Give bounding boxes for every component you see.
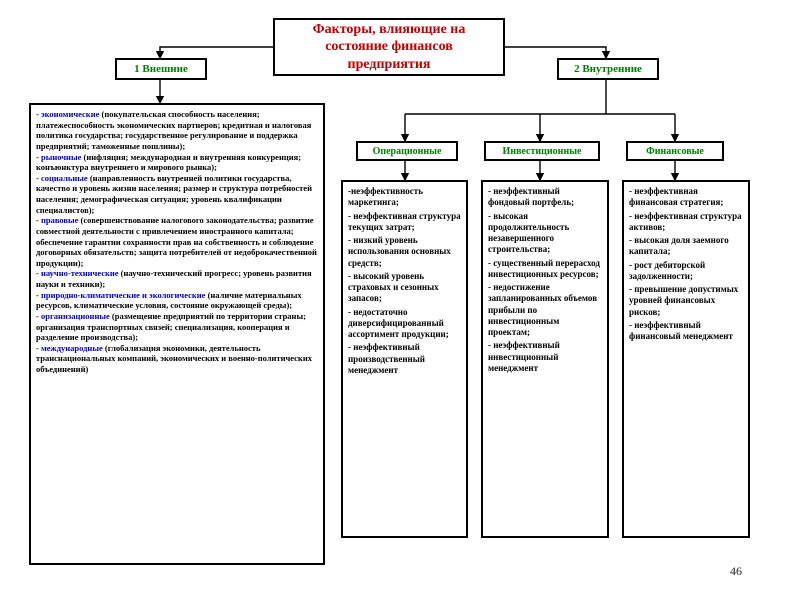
category-external: 1 Внешние bbox=[115, 58, 207, 80]
external-factor-item: - научно-технические (научно-технический… bbox=[36, 268, 318, 289]
external-factor-text: (совершенствование налогового законодате… bbox=[36, 215, 317, 268]
external-factor-item: - социальные (направленность внутренней … bbox=[36, 173, 318, 216]
content-line: - неэффективная структура текущих затрат… bbox=[348, 211, 461, 234]
external-factors-content: - экономические (покупательская способно… bbox=[29, 103, 325, 565]
subcategory-operational: Операционные bbox=[356, 141, 458, 161]
external-factor-category: правовые bbox=[41, 215, 78, 225]
content-line: - высокий уровень страховых и сезонных з… bbox=[348, 271, 461, 305]
external-factor-item: - природно-климатические и экологические… bbox=[36, 290, 318, 311]
content-line: - существенный перерасход инвестиционных… bbox=[488, 258, 602, 281]
connector-line bbox=[505, 47, 606, 58]
category-external-label: 1 Внешние bbox=[134, 63, 188, 75]
connector-line bbox=[160, 47, 273, 58]
content-line: - превышение допустимых уровней финансов… bbox=[629, 284, 743, 318]
operational-content: -неэффективность маркетинга;- неэффектив… bbox=[341, 180, 468, 538]
category-internal-label: 2 Внутренние bbox=[574, 63, 642, 75]
subcategory-financial-label: Финансовые bbox=[646, 146, 704, 157]
subcategory-operational-label: Операционные bbox=[373, 146, 442, 157]
subcategory-investment: Инвестиционные bbox=[484, 141, 600, 161]
external-factor-item: - рыночные (инфляция; международная и вн… bbox=[36, 152, 318, 173]
content-line: - рост дебиторской задолженности; bbox=[629, 260, 743, 283]
external-factor-item: - экономические (покупательская способно… bbox=[36, 109, 318, 152]
title-text: Факторы, влияющие на состояние финансов … bbox=[285, 21, 493, 74]
external-factor-category: организационные bbox=[41, 311, 110, 321]
external-factor-item: - организационные (размещение предприяти… bbox=[36, 311, 318, 343]
content-line: - высокая продолжительность незавершенно… bbox=[488, 211, 602, 256]
content-line: - неэффективный финансовый менеджмент bbox=[629, 320, 743, 343]
external-factor-category: экономические bbox=[41, 109, 99, 119]
external-factor-category: социальные bbox=[41, 173, 88, 183]
page-number: 46 bbox=[730, 564, 742, 579]
content-line: - недостаточно диверсифицированный ассор… bbox=[348, 307, 461, 341]
financial-content: - неэффективная финансовая стратегия;- н… bbox=[622, 180, 750, 538]
external-factor-category: природно-климатические и экологические bbox=[41, 290, 205, 300]
external-factor-category: научно-технические bbox=[41, 268, 119, 278]
external-factor-category: рыночные bbox=[41, 152, 81, 162]
content-line: - неэффективный инвестиционный менеджмен… bbox=[488, 340, 602, 374]
content-line: - неэффективная структура активов; bbox=[629, 211, 743, 234]
content-line: -неэффективность маркетинга; bbox=[348, 186, 461, 209]
content-line: - высокая доля заемного капитала; bbox=[629, 235, 743, 258]
content-line: - неэффективный фондовый портфель; bbox=[488, 186, 602, 209]
category-internal: 2 Внутренние bbox=[557, 58, 659, 80]
content-line: - неэффективная финансовая стратегия; bbox=[629, 186, 743, 209]
content-line: - недостижение запланированных объемов п… bbox=[488, 282, 602, 338]
investment-content: - неэффективный фондовый портфель;- высо… bbox=[481, 180, 609, 538]
title-box: Факторы, влияющие на состояние финансов … bbox=[273, 18, 505, 76]
external-factor-item: - международные (глобализация экономики,… bbox=[36, 343, 318, 375]
external-factor-item: - правовые (совершенствование налогового… bbox=[36, 215, 318, 268]
content-line: - неэффективный производственный менеджм… bbox=[348, 342, 461, 376]
subcategory-investment-label: Инвестиционные bbox=[503, 146, 582, 157]
subcategory-financial: Финансовые bbox=[626, 141, 724, 161]
content-line: - низкий уровень использования основных … bbox=[348, 235, 461, 269]
external-factor-category: международные bbox=[41, 343, 103, 353]
